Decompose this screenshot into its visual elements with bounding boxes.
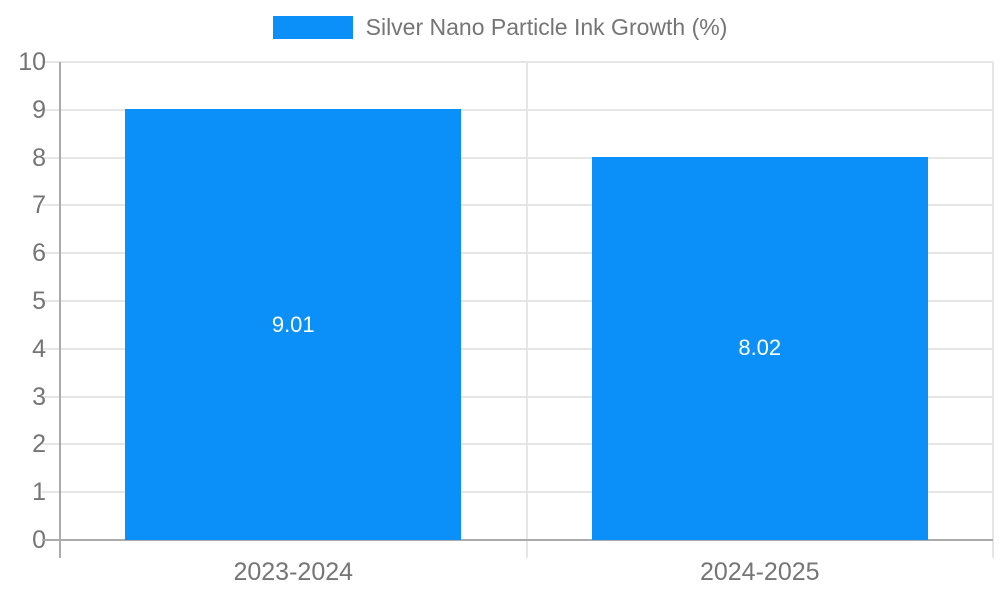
- y-tick-label: 0: [32, 526, 46, 554]
- bar: [125, 109, 462, 540]
- gridline-y: [42, 204, 993, 207]
- gridline-y: [42, 108, 993, 111]
- chart-legend: Silver Nano Particle Ink Growth (%): [0, 14, 1000, 41]
- legend-item[interactable]: Silver Nano Particle Ink Growth (%): [272, 14, 728, 41]
- y-tick-label: 8: [32, 143, 46, 172]
- gridline-y: [42, 347, 993, 350]
- y-tick-label: 6: [32, 239, 46, 268]
- x-axis-line: [42, 539, 993, 541]
- x-axis-label: 2024-2025: [699, 558, 820, 586]
- bar-value-label: 8.02: [738, 335, 782, 361]
- x-axis-label: 2023-2024: [233, 558, 354, 586]
- gridline-y: [42, 443, 993, 446]
- y-tick-label: 3: [32, 382, 46, 411]
- y-tick-label: 4: [32, 334, 46, 363]
- gridline-y: [42, 61, 993, 63]
- gridline-y: [42, 491, 993, 494]
- gridline-y: [42, 252, 993, 255]
- y-tick-label: 1: [32, 478, 46, 507]
- legend-label: Silver Nano Particle Ink Growth (%): [365, 14, 728, 40]
- bar: [591, 156, 928, 540]
- y-tick-label: 9: [32, 95, 46, 124]
- bar-value-label: 9.01: [271, 311, 315, 337]
- y-tick-label: 2: [32, 430, 46, 459]
- gridline-y: [42, 300, 993, 302]
- y-axis-line: [59, 62, 61, 558]
- y-tick-label: 10: [18, 48, 46, 76]
- gridline-y: [42, 395, 993, 398]
- y-tick-label: 5: [32, 287, 46, 315]
- y-tick-label: 7: [32, 191, 46, 220]
- legend-swatch: [272, 16, 353, 39]
- gridline-y: [42, 156, 993, 159]
- gridline-x: [525, 62, 528, 558]
- gridline-x: [992, 62, 994, 558]
